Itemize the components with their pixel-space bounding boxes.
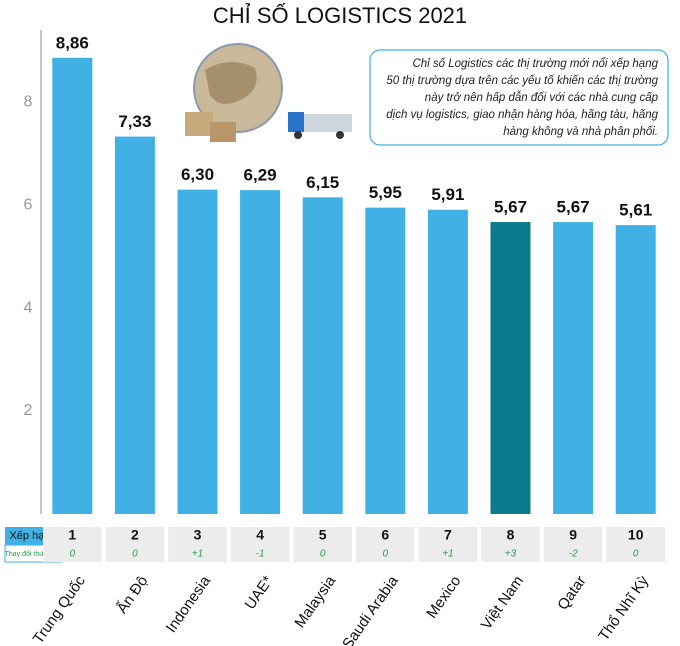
table-cell xyxy=(481,527,540,562)
truck-trailer xyxy=(290,114,352,132)
table-cell xyxy=(168,527,227,562)
bar xyxy=(114,136,155,514)
rank: 1 xyxy=(68,527,76,543)
value-label: 6,29 xyxy=(244,166,277,185)
annotation-text: Chỉ số Logistics các thị trường mới nổi … xyxy=(412,58,658,70)
y-tick-label: 8 xyxy=(24,93,33,110)
rank-change: +1 xyxy=(442,549,453,560)
table-row-label: Thay đổi thứ hạng xyxy=(5,550,62,558)
annotation-text: hàng không và nhà phân phối. xyxy=(503,126,658,138)
chart-title: CHỈ SỐ LOGISTICS 2021 xyxy=(213,2,467,28)
y-tick-label: 2 xyxy=(24,402,33,419)
x-tick-label: Mexico xyxy=(423,573,464,622)
x-tick-label: UAE* xyxy=(242,573,277,613)
rank: 2 xyxy=(131,527,139,543)
bar xyxy=(302,197,343,514)
logistics-illustration xyxy=(185,43,352,142)
x-tick-label: Indonesia xyxy=(163,572,215,636)
x-tick-label: Thổ Nhĩ Kỳ xyxy=(595,572,652,644)
bar xyxy=(365,207,406,514)
wheel xyxy=(294,131,302,139)
x-tick-label: Saudi Arabia xyxy=(339,572,402,646)
rank-change: 0 xyxy=(132,549,138,560)
value-label: 5,67 xyxy=(557,198,590,217)
rank: 8 xyxy=(507,527,515,543)
value-label: 8,86 xyxy=(56,33,89,52)
x-tick-label: Việt Nam xyxy=(478,573,527,633)
table-cell xyxy=(356,527,415,562)
rank-change: 0 xyxy=(383,549,389,560)
bar xyxy=(490,222,531,515)
table-cell xyxy=(230,527,290,562)
bar xyxy=(240,190,281,515)
wheel xyxy=(336,131,344,139)
globe-land xyxy=(205,61,257,104)
truck-cab xyxy=(288,112,304,132)
value-label: 5,61 xyxy=(619,201,652,220)
bar xyxy=(52,57,93,514)
table-cell xyxy=(293,527,352,562)
bar xyxy=(177,189,218,515)
table-cell xyxy=(606,527,665,562)
rank: 5 xyxy=(319,527,327,543)
bar xyxy=(615,225,656,514)
box xyxy=(210,122,236,142)
value-label: 6,30 xyxy=(181,165,214,184)
rank: 3 xyxy=(194,527,202,543)
value-label: 5,95 xyxy=(369,183,402,202)
x-tick-label: Qatar xyxy=(554,573,589,613)
rank: 7 xyxy=(444,527,452,543)
table-cell xyxy=(105,527,165,562)
x-tick-label: Ấn Độ xyxy=(114,573,152,617)
x-tick-label: Trung Quốc xyxy=(30,572,89,646)
table-cell xyxy=(43,527,102,562)
y-tick-label: 6 xyxy=(24,196,33,213)
rank-change: -2 xyxy=(569,549,578,560)
value-label: 5,67 xyxy=(494,198,527,217)
bar xyxy=(427,209,468,514)
table-cell xyxy=(418,527,478,562)
rank-change: 0 xyxy=(70,549,76,560)
bar xyxy=(553,222,594,515)
annotation-text: này trở nên hấp dẫn đối với các nhà cung… xyxy=(425,91,659,104)
value-label: 5,91 xyxy=(431,185,464,204)
rank-change: 0 xyxy=(633,549,639,560)
rank-change: +3 xyxy=(505,549,517,560)
box xyxy=(185,112,213,136)
annotation-text: dịch vụ logistics, giao nhận hàng hóa, h… xyxy=(386,109,658,121)
annotation-text: 50 thị trường dựa trên các yếu tố khiến … xyxy=(386,75,658,87)
rank: 6 xyxy=(381,527,389,543)
x-tick-label: Malaysia xyxy=(291,572,339,631)
value-label: 6,15 xyxy=(306,173,339,192)
rank-change: +1 xyxy=(192,549,203,560)
rank: 4 xyxy=(256,527,264,543)
y-tick-label: 4 xyxy=(24,299,33,316)
rank-change: 0 xyxy=(320,549,326,560)
annotation-box xyxy=(369,49,669,146)
rank: 10 xyxy=(628,527,644,543)
rank: 9 xyxy=(569,527,577,543)
table-cell xyxy=(543,527,603,562)
value-label: 7,33 xyxy=(118,112,151,131)
rank-change: -1 xyxy=(256,549,265,560)
